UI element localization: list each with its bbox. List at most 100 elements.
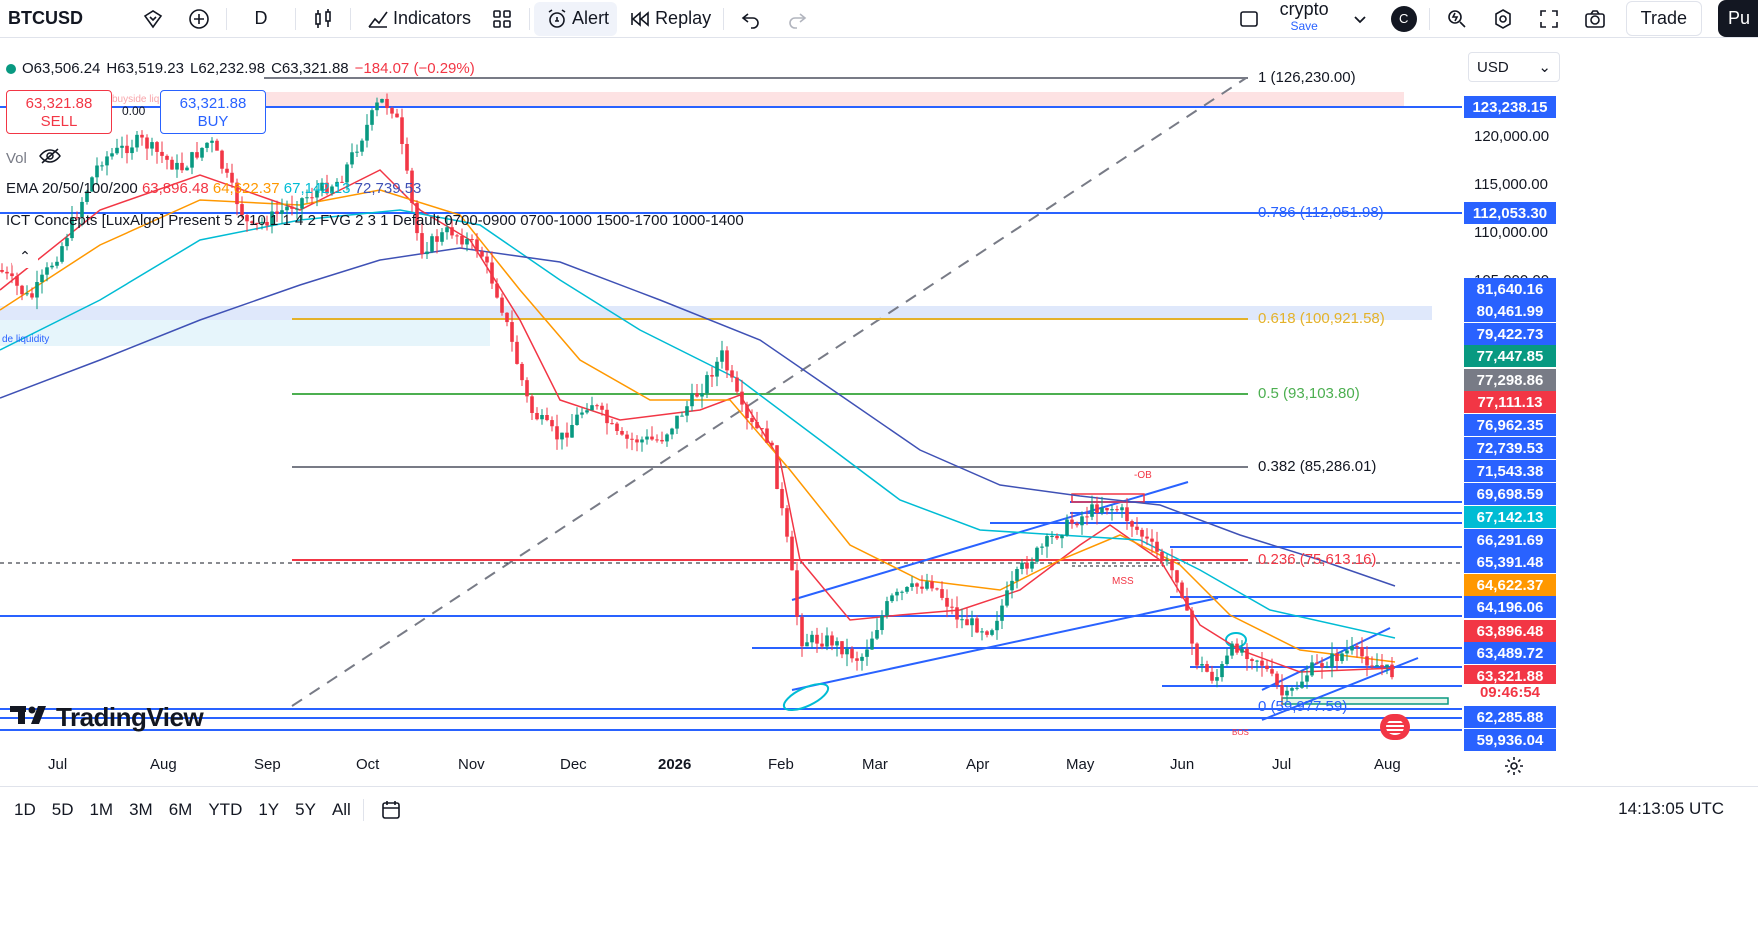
candle-body xyxy=(1350,646,1354,651)
candle-body xyxy=(765,428,769,443)
candle-body xyxy=(550,420,554,427)
candle-body xyxy=(100,165,104,167)
layout-button[interactable] xyxy=(1226,0,1272,38)
candle-body xyxy=(780,488,784,509)
range-button[interactable]: 1D xyxy=(14,799,36,819)
tradingview-logo[interactable]: TradingView xyxy=(10,702,204,733)
dashed-trendline[interactable] xyxy=(291,77,1247,707)
channel-lower[interactable] xyxy=(791,597,1219,691)
sell-button[interactable]: 63,321.88 SELL xyxy=(6,90,112,134)
add-symbol-button[interactable] xyxy=(176,0,222,38)
candle-body xyxy=(880,615,884,631)
range-button[interactable]: 1M xyxy=(89,799,114,819)
price-label: 80,461.99 xyxy=(1464,300,1556,322)
alert-button[interactable]: Alert xyxy=(534,1,618,36)
range-button[interactable]: 3M xyxy=(129,799,153,819)
compare-symbol-button[interactable] xyxy=(130,0,176,38)
highlight-ellipse[interactable] xyxy=(780,679,831,716)
time-axis[interactable]: Jul Aug Sep Oct Nov Dec 2026 Feb Mar Apr May Jun Jul… xyxy=(0,752,1758,778)
range-button[interactable]: 6M xyxy=(168,799,193,819)
chart-settings-button[interactable] xyxy=(1480,0,1526,38)
time-label: Jul xyxy=(1272,756,1292,773)
interval-button[interactable]: D xyxy=(254,8,268,28)
trade-button[interactable]: Trade xyxy=(1618,0,1710,38)
candle-body xyxy=(30,293,34,298)
candle-body xyxy=(590,405,594,411)
candle-body xyxy=(735,377,739,392)
candle-body xyxy=(1155,541,1159,552)
indicators-button[interactable]: Indicators xyxy=(355,0,479,38)
candle-body xyxy=(535,412,539,420)
volume-legend[interactable]: Vol xyxy=(6,148,61,168)
ict-legend[interactable]: ICT Concepts [LuxAlgo] Present 5 2 10 1 … xyxy=(6,212,744,229)
range-button[interactable]: YTD xyxy=(208,799,243,819)
chart-pane[interactable]: O63,506.24 H63,519.23 L62,232.98 C63,321… xyxy=(0,0,1758,740)
user-menu[interactable]: C xyxy=(1383,0,1425,38)
candle-body xyxy=(595,405,599,407)
channel-upper-2[interactable] xyxy=(1261,627,1391,691)
candle-body xyxy=(1335,653,1339,662)
layout-name[interactable]: crypto Save xyxy=(1272,0,1337,38)
candle-body xyxy=(785,508,789,537)
range-button[interactable]: 1Y xyxy=(258,799,280,819)
economic-event-flag[interactable] xyxy=(1380,714,1410,740)
candle-body xyxy=(1305,675,1309,682)
grid-icon xyxy=(487,4,517,34)
candle-body xyxy=(395,113,399,118)
candle-body xyxy=(75,217,79,219)
candle-body xyxy=(1280,685,1284,696)
buy-button[interactable]: 63,321.88 BUY xyxy=(160,90,266,134)
time-label: Oct xyxy=(356,756,380,773)
candle-body xyxy=(810,634,814,643)
candle-body xyxy=(480,251,484,257)
undo-button[interactable] xyxy=(728,0,774,38)
go-to-date-button[interactable] xyxy=(368,791,414,829)
redo-button[interactable] xyxy=(774,0,820,38)
currency-select[interactable]: USD ⌄ xyxy=(1468,52,1560,82)
candle-body xyxy=(815,634,819,644)
alarm-clock-icon xyxy=(542,4,572,34)
quick-search-button[interactable] xyxy=(1434,0,1480,38)
candle-body xyxy=(755,421,759,429)
fib-label-0236: 0.236 (75,613.16) xyxy=(1258,551,1377,568)
layout-menu-button[interactable] xyxy=(1337,0,1383,38)
clock[interactable]: 14:13:05 UTC xyxy=(1618,799,1724,818)
range-button[interactable]: All xyxy=(331,799,351,819)
candle-body xyxy=(95,165,99,178)
publish-label: Pu xyxy=(1718,0,1758,37)
candle-body xyxy=(1385,664,1389,668)
candle-body xyxy=(1240,648,1244,653)
candle-body xyxy=(225,168,229,173)
candle-body xyxy=(640,439,644,443)
candle-body xyxy=(750,418,754,422)
candle-body xyxy=(845,648,849,655)
time-label: Jul xyxy=(48,756,68,773)
candle-body xyxy=(180,162,184,171)
candle-body xyxy=(145,137,149,149)
price-chart[interactable] xyxy=(0,0,1462,752)
symbol-search[interactable]: BTCUSD xyxy=(8,8,83,28)
candle-body xyxy=(625,434,629,439)
candle-body xyxy=(275,211,279,214)
eye-hidden-icon[interactable] xyxy=(38,148,61,168)
publish-button[interactable]: Pu xyxy=(1710,0,1758,38)
replay-button[interactable]: Replay xyxy=(617,0,719,38)
ema-legend[interactable]: EMA 20/50/100/200 63,896.48 64,622.37 67… xyxy=(6,180,421,197)
range-button[interactable]: 5Y xyxy=(295,799,316,819)
candle-body xyxy=(1310,662,1314,676)
candle-body xyxy=(390,108,394,114)
range-button[interactable]: 5D xyxy=(51,799,74,819)
candle-body xyxy=(545,415,549,421)
fullscreen-button[interactable] xyxy=(1526,0,1572,38)
candle-body xyxy=(605,409,609,424)
tradingview-logo-icon xyxy=(10,702,52,733)
templates-button[interactable] xyxy=(479,0,525,38)
snapshot-button[interactable] xyxy=(1572,0,1618,38)
candle-body xyxy=(965,619,969,626)
chart-settings-button[interactable] xyxy=(1502,754,1526,778)
chart-type-button[interactable] xyxy=(300,0,346,38)
save-label: Save xyxy=(1290,18,1318,33)
collapse-legend-button[interactable]: ⌃ xyxy=(12,244,38,268)
candle-body xyxy=(120,145,124,148)
candle-body xyxy=(675,415,679,429)
